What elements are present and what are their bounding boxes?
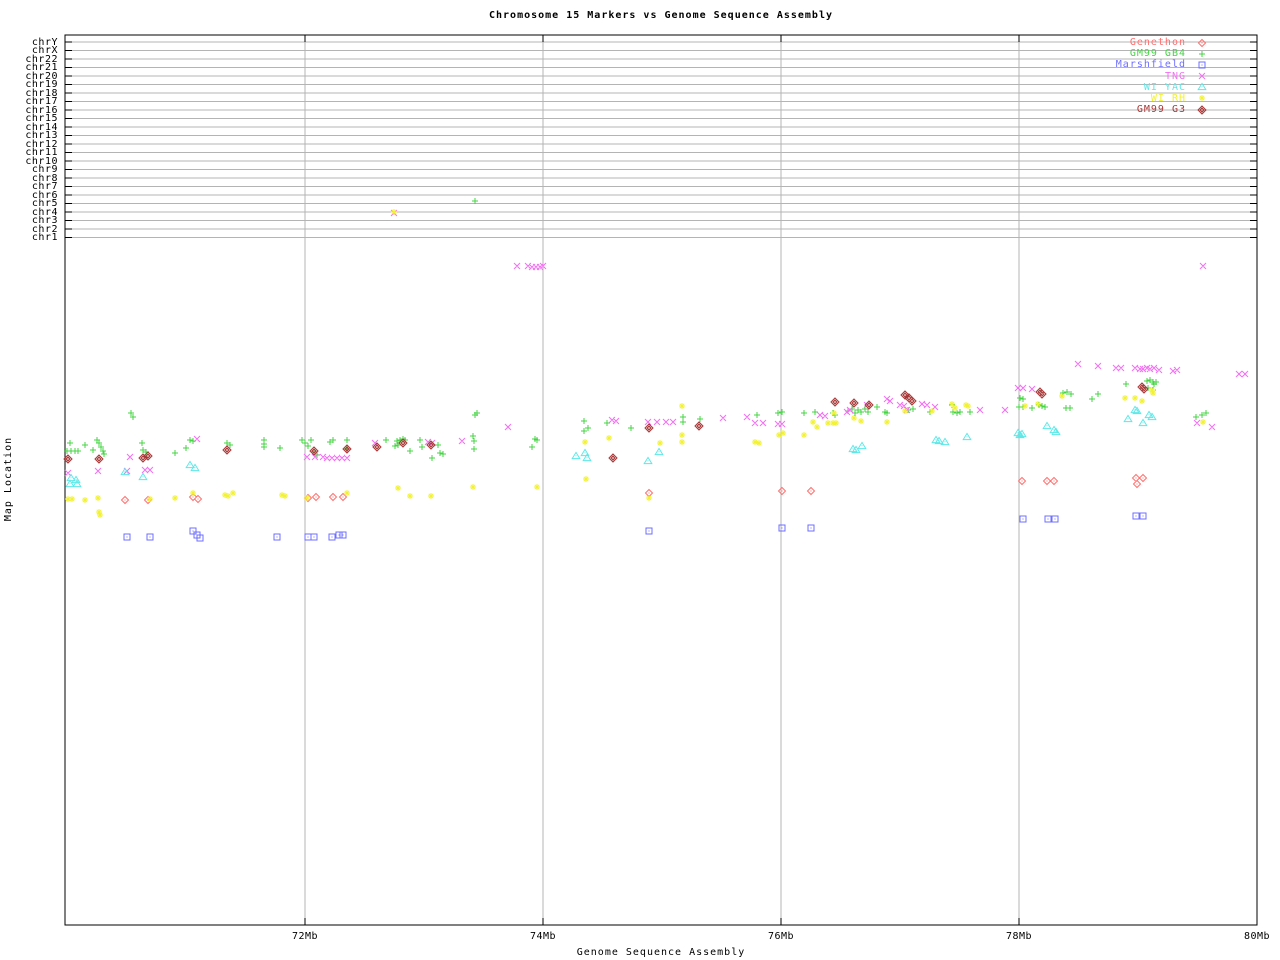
chromosome-label-chr12: chr12 [25, 138, 58, 150]
chromosome-label-chr1: chr1 [31, 232, 58, 243]
chromosome-label-chr11: chr11 [25, 147, 58, 158]
series-genethon-points [120, 473, 1148, 505]
chromosome-label-chr20: chr20 [25, 70, 58, 82]
chromosome-label-chr22: chr22 [25, 53, 58, 65]
legend-item-gm99-gb4: GM99 GB4 [1042, 48, 1212, 59]
legend-item-wi-rh: WI RH [1042, 93, 1212, 104]
x-tick-label-78Mb: 78Mb [1005, 931, 1033, 942]
chromosome-label-chr9: chr9 [31, 164, 58, 175]
chromosome-label-chr10: chr10 [25, 155, 58, 167]
chromosome-label-chr8: chr8 [31, 172, 58, 184]
chromosome-label-chr17: chr17 [25, 96, 58, 107]
plot-border [64, 34, 1258, 926]
legend-label: WI YAC [1143, 81, 1186, 93]
x-tick-label-72Mb: 72Mb [291, 931, 319, 942]
chromosome-label-chr3: chr3 [31, 215, 58, 226]
x-tick-label-80Mb: 80Mb [1243, 931, 1271, 942]
chromosome-label-chr13: chr13 [25, 130, 58, 141]
diamond-dot-marker-icon [1197, 38, 1207, 47]
chromosome-label-chr15: chr15 [25, 113, 58, 124]
chromosome-label-chr19: chr19 [25, 79, 58, 90]
series-marshfield-points [123, 512, 1147, 542]
legend-label: GM99 GB4 [1129, 48, 1186, 60]
chromosome-label-chrY: chrY [31, 36, 58, 48]
chromosome-label-chr18: chr18 [25, 87, 58, 99]
legend-item-marshfield: Marshfield [1042, 59, 1212, 70]
star-marker-icon [1199, 95, 1205, 102]
x-marker-icon [1198, 72, 1206, 80]
legend-item-wi-yac: WI YAC [1042, 82, 1212, 93]
chromosome-gridlines [65, 41, 1257, 238]
series-gm99-g3-points [63, 382, 1149, 464]
legend-item-genethon: Genethon [1042, 37, 1212, 48]
legend-label: GM99 G3 [1136, 104, 1186, 116]
square-dot-marker-icon [1198, 61, 1206, 69]
x-tick-label-76Mb: 76Mb [767, 931, 795, 942]
chromosome-label-chr16: chr16 [25, 104, 58, 116]
series-wi-yac-points [65, 405, 1157, 488]
series-wi-rh-points [65, 209, 1206, 518]
series-tng-points [64, 209, 1249, 477]
y-axis-label: Map Location [3, 436, 14, 522]
x-axis-label: Genome Sequence Assembly [576, 947, 746, 958]
mb-gridlines [304, 35, 1020, 925]
chromosome-label-chr6: chr6 [31, 189, 58, 201]
chromosome-label-chr14: chr14 [25, 121, 58, 133]
legend-item-tng: TNG [1042, 71, 1212, 82]
legend-label: TNG [1164, 70, 1186, 82]
x-tick-label-74Mb: 74Mb [529, 931, 557, 942]
chromosome-label-chr21: chr21 [25, 62, 58, 73]
chromosome-label-chr4: chr4 [31, 206, 58, 218]
legend-label: Marshfield [1115, 59, 1186, 71]
series-gm99-gb4-points [64, 198, 1209, 461]
legend-item-gm99-g3: GM99 G3 [1042, 104, 1212, 115]
axis-ticks [65, 35, 1257, 925]
legend-label: WI RH [1150, 92, 1186, 104]
chromosome-label-chr5: chr5 [31, 198, 58, 209]
chromosome-label-chr7: chr7 [31, 181, 58, 192]
triangle-dot-marker-icon [1197, 82, 1207, 91]
chromosome-label-chrX: chrX [31, 45, 58, 56]
chart-title: Chromosome 15 Markers vs Genome Sequence… [488, 10, 833, 21]
legend-label: Genethon [1129, 37, 1186, 48]
diamond-dense-marker-icon [1197, 104, 1207, 115]
chromosome-label-chr2: chr2 [31, 223, 58, 235]
plus-marker-icon [1199, 50, 1205, 57]
